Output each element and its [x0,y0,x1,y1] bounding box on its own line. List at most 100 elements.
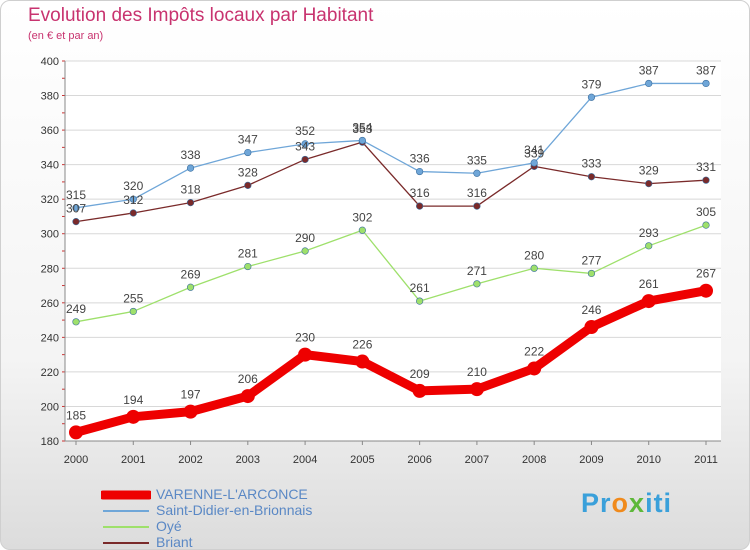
x-tick-label: 2010 [636,454,660,466]
data-point [587,269,596,278]
data-point [129,195,137,203]
data-point [412,383,427,398]
data-point [244,181,252,189]
data-point [469,382,484,397]
data-label: 261 [639,277,659,291]
data-label: 341 [524,143,544,157]
data-label: 267 [696,267,716,281]
data-label: 354 [352,120,372,134]
data-label: 333 [581,157,601,171]
data-label: 329 [639,164,659,178]
data-label: 206 [238,372,258,386]
x-tick-label: 2003 [236,454,260,466]
x-tick-label: 2001 [121,454,145,466]
data-label: 343 [295,139,315,153]
data-point [530,159,538,167]
data-point [584,320,599,334]
data-point [298,347,313,362]
data-point [358,136,366,145]
data-label: 302 [352,210,372,224]
data-label: 387 [639,63,659,77]
data-label: 194 [123,393,143,407]
legend-label: Oyé [156,518,182,534]
data-point [587,173,596,181]
data-label: 387 [696,63,716,77]
data-label: 318 [181,183,201,197]
brand-part: o [611,488,630,518]
data-label: 353 [352,122,372,136]
data-label: 293 [639,226,659,240]
data-point [126,409,141,424]
x-tick-label: 2004 [293,454,317,466]
data-label: 271 [467,264,487,278]
legend-swatch [103,510,149,512]
data-label: 277 [581,253,601,267]
data-point [473,169,481,177]
data-point [699,283,713,298]
data-label: 222 [524,344,544,358]
data-point [129,209,137,217]
series-line [71,286,711,437]
data-label: 338 [181,148,201,162]
series-line [75,82,707,209]
data-point [702,221,710,229]
data-point [186,283,195,291]
data-label: 347 [238,133,258,147]
x-tick-label: 2009 [579,454,603,466]
data-label: 312 [123,193,143,207]
data-point [702,79,710,88]
y-tick-label: 200 [41,401,59,413]
data-point [473,202,481,210]
y-tick-label: 400 [41,56,59,68]
x-tick-label: 2008 [522,454,546,466]
data-label: 320 [123,179,143,193]
data-label: 315 [66,188,86,202]
data-point [72,204,80,212]
data-point [527,361,542,376]
data-point [72,318,80,326]
series-line [75,224,707,323]
legend-swatch [103,542,149,544]
data-point [72,218,80,226]
y-tick-label: 340 [41,160,59,172]
proxiti-logo: Proxiti [581,488,672,519]
data-label: 316 [410,186,430,200]
data-label: 197 [181,388,201,402]
y-tick-label: 280 [41,263,59,275]
data-label: 209 [410,367,430,381]
data-point [69,425,83,440]
data-label: 281 [238,247,258,261]
chart-subtitle: (en € et par an) [28,30,104,42]
data-point [301,155,309,164]
data-label: 305 [696,205,716,219]
x-tick-label: 2002 [178,454,202,466]
data-label: 255 [123,291,143,305]
legend-swatch [103,526,149,528]
data-point [416,167,424,176]
series-line [75,141,707,223]
data-label: 339 [524,146,544,160]
data-label: 316 [467,186,487,200]
brand-part: x [629,488,646,518]
data-point [301,140,309,148]
data-point [416,202,424,210]
x-tick-label: 2005 [350,454,374,466]
legend-label: VARENNE-L'ARCONCE [156,486,308,502]
plot-area [65,61,721,441]
data-label: 307 [66,202,86,216]
data-point [416,297,424,305]
data-point [702,176,710,184]
y-tick-label: 180 [41,436,59,448]
x-tick-label: 2011 [694,454,718,466]
data-point [244,262,252,271]
data-point [645,242,653,250]
data-point [129,307,137,316]
data-label: 269 [181,267,201,281]
data-point [641,294,656,309]
brand-part: Pr [581,488,612,518]
chart-title: Evolution des Impôts locaux par Habitant [28,5,374,26]
data-label: 335 [467,153,487,167]
data-label: 210 [467,365,487,379]
